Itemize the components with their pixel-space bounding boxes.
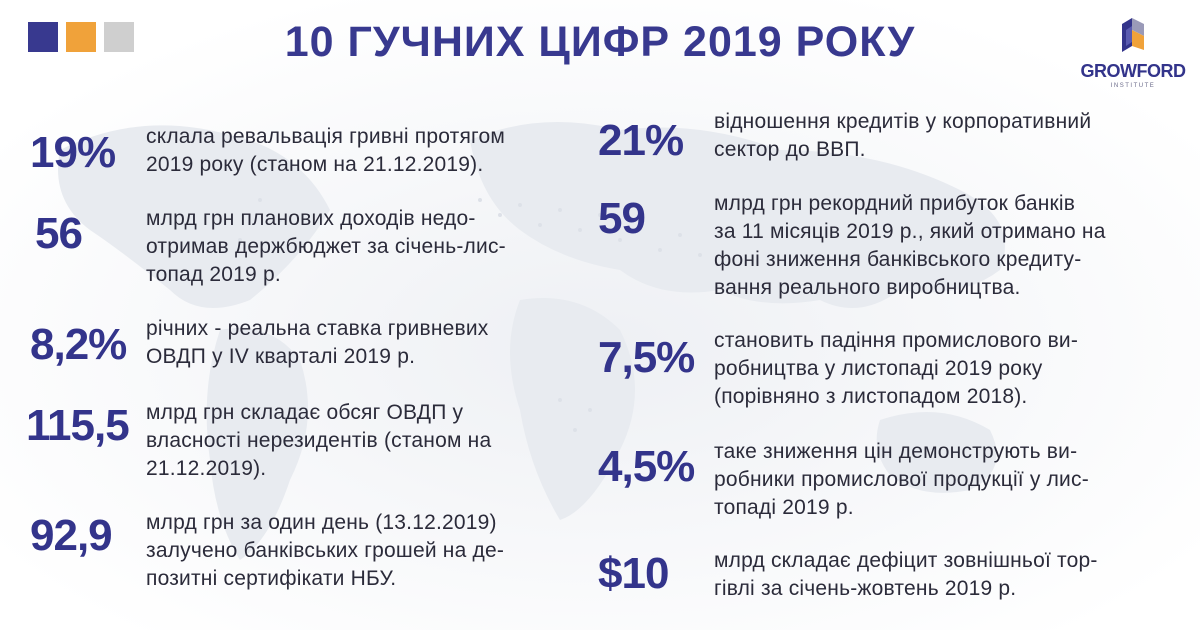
fact-value: 4,5% bbox=[598, 442, 695, 491]
brand-squares bbox=[28, 22, 134, 52]
square-navy bbox=[28, 22, 58, 52]
fact-value: 19% bbox=[30, 128, 116, 177]
fact-text: таке зниження цін демонструють ви- робни… bbox=[714, 440, 1089, 519]
square-grey bbox=[104, 22, 134, 52]
fact-text: річних - реальна ставка гривневих ОВДП у… bbox=[146, 317, 489, 368]
fact-text: відношення кредитів у корпоративний сект… bbox=[714, 110, 1092, 161]
fact-value: 59 bbox=[598, 194, 646, 243]
fact-value: 115,5 bbox=[26, 401, 130, 450]
fact-value: 56 bbox=[35, 209, 83, 258]
growford-logo: GROWFORD INSTITUTE bbox=[1078, 16, 1188, 89]
fact-value: 92,9 bbox=[30, 511, 113, 560]
fact-text: становить падіння промислового ви- робни… bbox=[714, 329, 1079, 408]
fact-text: млрд складає дефіцит зовнішньої тор- гів… bbox=[714, 549, 1098, 600]
fact-value: $10 bbox=[598, 549, 669, 598]
fact-text: млрд грн складає обсяг ОВДП у власності … bbox=[146, 401, 492, 480]
fact-value: 7,5% bbox=[598, 333, 695, 382]
growford-cube-icon bbox=[1122, 18, 1144, 52]
fact-text: млрд грн рекордний прибуток банків за 11… bbox=[714, 192, 1106, 299]
fact-value: 8,2% bbox=[30, 320, 127, 369]
logo-name: GROWFORD bbox=[1080, 61, 1186, 81]
fact-text: млрд грн за один день (13.12.2019) залуч… bbox=[146, 511, 505, 590]
logo-subtitle: INSTITUTE bbox=[1110, 83, 1156, 89]
fact-text: склала ревальвація гривні протягом 2019 … bbox=[146, 125, 505, 176]
page-title: 10 ГУЧНИХ ЦИФР 2019 РОКУ bbox=[284, 18, 916, 66]
fact-value: 21% bbox=[598, 116, 684, 165]
square-orange bbox=[66, 22, 96, 52]
fact-text: млрд грн планових доходів недо- отримав … bbox=[146, 207, 506, 286]
